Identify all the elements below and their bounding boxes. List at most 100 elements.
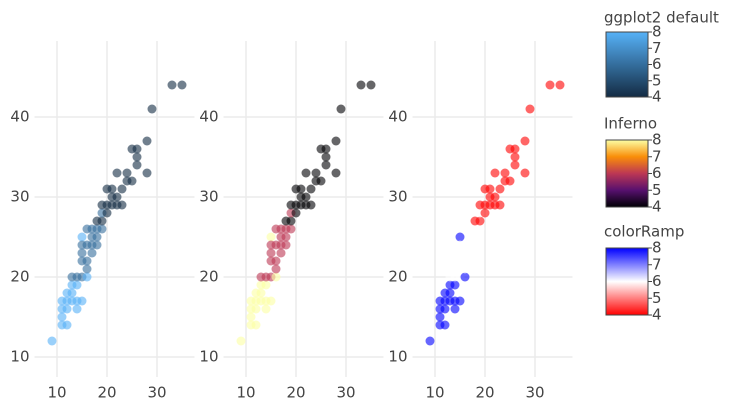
point: [440, 288, 450, 298]
x-tick-label: 20: [286, 384, 305, 402]
point: [97, 224, 107, 234]
point: [331, 136, 341, 146]
point: [102, 208, 112, 218]
point: [266, 232, 276, 242]
point: [510, 160, 520, 170]
point: [520, 168, 530, 178]
point: [306, 184, 316, 194]
point: [67, 272, 77, 282]
point: [316, 176, 326, 186]
colorbar-tick-label: 6: [652, 55, 662, 73]
colorbar-title: ggplot2 default: [604, 9, 719, 27]
point: [236, 336, 246, 346]
point: [132, 152, 142, 162]
colorbar-tick-label: 8: [652, 23, 662, 41]
point: [301, 168, 311, 178]
point: [276, 232, 286, 242]
point: [271, 272, 281, 282]
point: [445, 272, 455, 282]
point: [142, 136, 152, 146]
x-tick-label: 20: [97, 384, 116, 402]
point: [246, 312, 256, 322]
point: [475, 224, 485, 234]
point: [460, 272, 470, 282]
point: [77, 296, 87, 306]
point: [246, 320, 256, 330]
point: [520, 136, 530, 146]
point: [87, 248, 97, 258]
point: [510, 152, 520, 162]
point: [450, 280, 460, 290]
point: [440, 304, 450, 314]
colorbar-tick-label: 5: [652, 289, 662, 307]
point: [132, 160, 142, 170]
point: [92, 240, 102, 250]
point: [525, 104, 535, 114]
point: [495, 200, 505, 210]
colorbar: [605, 139, 649, 208]
point: [485, 184, 495, 194]
point: [127, 176, 137, 186]
x-tick-label: 30: [147, 384, 166, 402]
y-tick-label: 20: [388, 268, 407, 286]
point: [177, 80, 187, 90]
point: [112, 192, 122, 202]
point: [470, 240, 480, 250]
point: [271, 256, 281, 266]
point: [271, 264, 281, 274]
y-tick-label: 20: [199, 268, 218, 286]
y-tick-label: 10: [199, 348, 218, 366]
point: [336, 104, 346, 114]
point: [306, 200, 316, 210]
point: [266, 296, 276, 306]
colorbar-title: Inferno: [604, 115, 657, 133]
point: [505, 144, 515, 154]
point: [57, 312, 67, 322]
point: [281, 240, 291, 250]
point: [251, 304, 261, 314]
colorbar-tick-label: 5: [652, 181, 662, 199]
x-tick-label: 20: [475, 384, 494, 402]
point: [321, 160, 331, 170]
point: [261, 304, 271, 314]
colorbar-tick-label: 8: [652, 239, 662, 257]
point: [286, 216, 296, 226]
point: [77, 248, 87, 258]
colorbar-tick-label: 7: [652, 39, 662, 57]
point: [251, 288, 261, 298]
point: [286, 224, 296, 234]
point: [266, 248, 276, 258]
point: [555, 80, 565, 90]
y-tick-label: 10: [10, 348, 29, 366]
y-tick-label: 30: [199, 188, 218, 206]
point: [321, 152, 331, 162]
y-tick-label: 10: [388, 348, 407, 366]
colorbar-title: colorRamp: [604, 223, 684, 241]
y-tick-label: 40: [10, 108, 29, 126]
point: [296, 184, 306, 194]
point: [545, 80, 555, 90]
point: [47, 336, 57, 346]
colorbar-tick-label: 4: [652, 198, 662, 216]
x-tick-label: 10: [236, 384, 255, 402]
y-tick-label: 40: [199, 108, 218, 126]
point: [435, 312, 445, 322]
colorbar: [605, 31, 649, 98]
point: [366, 80, 376, 90]
point: [112, 168, 122, 178]
point: [167, 80, 177, 90]
colorbar-tick-label: 6: [652, 272, 662, 290]
y-tick-label: 20: [10, 268, 29, 286]
point: [261, 280, 271, 290]
point: [127, 144, 137, 154]
point: [455, 296, 465, 306]
point: [142, 168, 152, 178]
point: [82, 256, 92, 266]
point: [72, 280, 82, 290]
point: [117, 184, 127, 194]
point: [62, 288, 72, 298]
point: [460, 256, 470, 266]
colorbar-tick-label: 4: [652, 88, 662, 106]
colorbar-tick-label: 4: [652, 306, 662, 324]
point: [455, 248, 465, 258]
